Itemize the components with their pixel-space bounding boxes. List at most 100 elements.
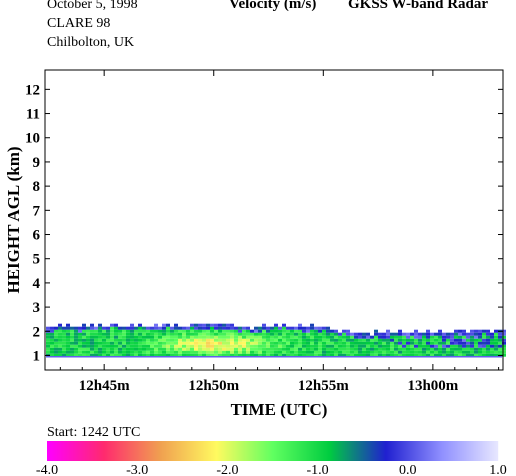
colorbar-cell [458,441,460,461]
echo-cell [330,353,334,357]
echo-cell [402,338,406,342]
echo-cell [318,329,322,333]
echo-cell [82,326,86,330]
echo-cell [90,335,94,339]
colorbar-cell [109,441,111,461]
echo-cell [166,335,170,339]
echo-cell [126,353,130,357]
echo-cell [462,353,466,357]
echo-cell [426,332,430,336]
echo-cell [470,335,474,339]
colorbar-cell [258,441,260,461]
colorbar-cell [349,441,351,461]
echo-cell [154,323,158,327]
colorbar-cell [305,441,307,461]
colorbar-cell [462,441,464,461]
colorbar-cell [93,441,95,461]
colorbar-cell [114,441,116,461]
echo-cell [198,344,202,348]
echo-cell [330,338,334,342]
echo-cell [194,338,198,342]
colorbar-cell [387,441,389,461]
echo-cell [126,344,130,348]
echo-cell [342,344,346,348]
echo-cell [110,350,114,354]
echo-cell [126,332,130,336]
echo-cell [218,329,222,333]
echo-cell [186,353,190,357]
echo-cell [130,344,134,348]
echo-cell [238,344,242,348]
echo-cell [274,347,278,351]
echo-cell [478,338,482,342]
echo-cell [286,326,290,330]
echo-cell [122,344,126,348]
echo-cell [498,335,502,339]
echo-cell [278,341,282,345]
colorbar-cell [67,441,69,461]
echo-cell [246,350,250,354]
colorbar-cell [169,441,171,461]
echo-cell [94,353,98,357]
echo-cell [286,344,290,348]
colorbar-cell [468,441,470,461]
colorbar-cell [216,441,218,461]
echo-cell [450,350,454,354]
colorbar-cell [259,441,261,461]
date-label: October 5, 1998 [47,0,138,12]
echo-cell [354,344,358,348]
echo-cell [98,350,102,354]
echo-cell [442,350,446,354]
echo-cell [450,344,454,348]
echo-cell [46,344,50,348]
echo-cell [198,332,202,336]
echo-cell [82,347,86,351]
echo-cell [502,350,506,354]
echo-cell [150,335,154,339]
colorbar-cell [298,441,300,461]
echo-cell [102,329,106,333]
echo-cell [266,332,270,336]
echo-cell [282,350,286,354]
colorbar-cell [251,441,253,461]
echo-cell [54,350,58,354]
echo-cell [390,350,394,354]
echo-cell [114,350,118,354]
colorbar-cell [486,441,488,461]
colorbar-cell [261,441,263,461]
colorbar-tick-label: 0.0 [399,463,417,476]
echo-cell [94,329,98,333]
echo-cell [294,338,298,342]
echo-cell [78,350,82,354]
echo-cell [118,335,122,339]
echo-cell [318,335,322,339]
echo-cell [222,338,226,342]
echo-cell [214,338,218,342]
echo-cell [302,332,306,336]
colorbar-cell [439,441,441,461]
echo-cell [138,329,142,333]
colorbar-cell [68,441,70,461]
echo-cell [222,347,226,351]
echo-cell [370,350,374,354]
colorbar-cell [187,441,189,461]
colorbar-cell [76,441,78,461]
echo-cell [202,332,206,336]
echo-cell [178,353,182,357]
echo-cell [266,341,270,345]
colorbar-cell [322,441,324,461]
echo-cell [334,335,338,339]
colorbar-cell [73,441,75,461]
echo-cell [210,338,214,342]
colorbar-cell [128,441,130,461]
colorbar-cell [243,441,245,461]
colorbar-cell [151,441,153,461]
echo-cell [110,338,114,342]
echo-cell [374,329,378,333]
echo-cell [354,338,358,342]
colorbar-cell [333,441,335,461]
echo-cell [494,335,498,339]
colorbar-cell [177,441,179,461]
echo-cell [222,350,226,354]
colorbar-cell [228,441,230,461]
